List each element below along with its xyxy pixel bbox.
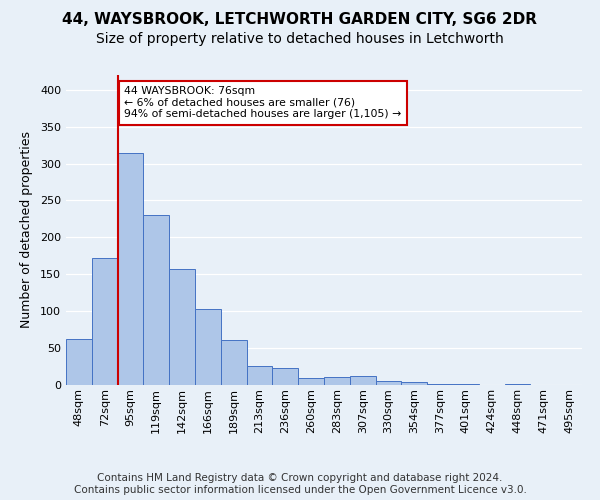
Bar xyxy=(272,368,298,385)
Bar xyxy=(401,382,427,385)
Bar xyxy=(350,376,376,385)
Bar xyxy=(505,384,530,385)
Y-axis label: Number of detached properties: Number of detached properties xyxy=(20,132,33,328)
Bar xyxy=(118,153,143,385)
Text: 44, WAYSBROOK, LETCHWORTH GARDEN CITY, SG6 2DR: 44, WAYSBROOK, LETCHWORTH GARDEN CITY, S… xyxy=(62,12,538,28)
Bar xyxy=(195,309,221,385)
Bar xyxy=(247,366,272,385)
Bar xyxy=(427,384,453,385)
Bar xyxy=(324,377,350,385)
Bar xyxy=(92,258,118,385)
Text: 44 WAYSBROOK: 76sqm
← 6% of detached houses are smaller (76)
94% of semi-detache: 44 WAYSBROOK: 76sqm ← 6% of detached hou… xyxy=(124,86,401,120)
Bar xyxy=(221,340,247,385)
Bar xyxy=(453,384,479,385)
Text: Size of property relative to detached houses in Letchworth: Size of property relative to detached ho… xyxy=(96,32,504,46)
Bar xyxy=(66,339,92,385)
Bar xyxy=(169,269,195,385)
Text: Contains HM Land Registry data © Crown copyright and database right 2024.
Contai: Contains HM Land Registry data © Crown c… xyxy=(74,474,526,495)
Bar xyxy=(298,378,324,385)
Bar xyxy=(376,380,401,385)
Bar xyxy=(143,215,169,385)
